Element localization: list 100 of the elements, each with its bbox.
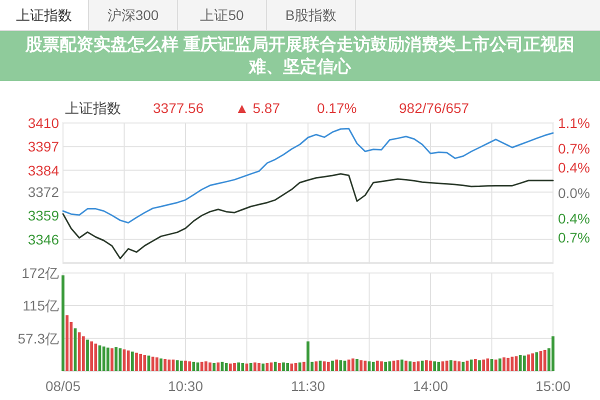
bar: [470, 360, 473, 371]
y2-tick-label: 0.7%: [558, 230, 590, 246]
bar: [351, 358, 354, 371]
text: 0.17%: [317, 100, 357, 116]
bar: [102, 346, 106, 371]
y-tick-label: 3410: [28, 115, 60, 131]
bar: [143, 355, 146, 371]
bar: [62, 275, 64, 371]
bar: [168, 360, 171, 371]
bar: [66, 315, 69, 371]
bar: [502, 357, 506, 371]
bar: [94, 344, 98, 371]
bar: [482, 360, 486, 371]
text: 上证指数: [65, 100, 121, 116]
y-tick-label: 3346: [28, 231, 60, 248]
bar: [180, 360, 183, 371]
bar: [522, 356, 526, 371]
bar: [233, 363, 236, 371]
bar: [216, 362, 220, 371]
bar: [212, 363, 216, 371]
y-tick-label: 3359: [28, 208, 60, 224]
bar: [290, 364, 294, 371]
bar: [498, 358, 502, 371]
y2-tick-label: 1.1%: [558, 115, 590, 131]
bar: [204, 361, 208, 371]
bar: [404, 360, 408, 371]
bar: [278, 363, 281, 371]
y-tick-label: 3384: [28, 162, 60, 178]
x-tick-label: 11:30: [291, 378, 326, 394]
bar: [466, 360, 469, 371]
bar: [486, 358, 490, 371]
bar: [396, 360, 400, 371]
bar: [454, 360, 456, 371]
bar: [262, 364, 265, 371]
bar: [437, 362, 440, 371]
bar: [90, 341, 94, 371]
bar: [360, 360, 363, 371]
bar: [364, 360, 367, 371]
bar: [155, 357, 158, 371]
y-tick-label: 3397: [28, 138, 60, 155]
x-tick-label: 14:00: [412, 378, 448, 394]
bar: [224, 363, 228, 371]
bar: [408, 361, 412, 371]
text: 3377.56: [153, 100, 204, 116]
bar: [347, 360, 350, 371]
y-tick-label: 57.3亿: [18, 330, 59, 346]
text: 上证50: [178, 0, 267, 30]
bar: [318, 360, 322, 371]
bar: [331, 360, 334, 371]
bar: [531, 353, 534, 371]
text: 股票配资实盘怎么样 重庆证监局开展联合走访鼓励消费类上市公司正视困难、坚定信心: [0, 31, 600, 81]
bar: [392, 360, 396, 371]
bar: [192, 362, 196, 371]
bar: [106, 348, 110, 371]
text: B股指数: [267, 0, 356, 30]
bar: [518, 355, 522, 371]
line-series: [62, 173, 554, 260]
y2-tick-label: 0.7%: [558, 140, 590, 156]
bar: [266, 363, 269, 371]
bar: [164, 359, 167, 371]
bar: [384, 362, 388, 371]
text: ▲ 5.87: [235, 100, 280, 116]
bar: [356, 359, 358, 371]
bar: [258, 363, 260, 371]
bar: [543, 350, 546, 371]
bar: [372, 362, 375, 371]
bar: [306, 341, 310, 371]
bar: [286, 363, 290, 371]
bar: [314, 361, 318, 371]
bar: [160, 358, 162, 371]
bar: [126, 350, 130, 371]
bar: [326, 362, 330, 371]
bar: [388, 361, 392, 371]
bar: [188, 361, 192, 371]
bar: [302, 362, 306, 371]
bar: [249, 363, 252, 371]
text: 沪深300: [89, 0, 178, 30]
bar: [527, 354, 530, 371]
bar: [376, 360, 379, 371]
bar: [274, 362, 277, 371]
bar: [474, 359, 477, 371]
bar: [445, 360, 448, 371]
x-tick-label: 08/05: [45, 378, 81, 394]
bar: [420, 360, 424, 371]
bar: [82, 336, 85, 371]
bar: [282, 362, 285, 371]
line-series: [62, 128, 554, 224]
bar: [552, 336, 554, 371]
bar: [298, 362, 302, 371]
bar: [412, 362, 416, 371]
y-tick-label: 3372: [28, 184, 60, 200]
y2-tick-label: 0.4%: [558, 210, 590, 226]
x-tick-label: 15:00: [535, 378, 571, 394]
bar: [78, 332, 81, 371]
bar: [506, 358, 510, 371]
text: 982/76/657: [399, 100, 470, 116]
bar: [253, 362, 256, 371]
bar: [176, 360, 179, 371]
bar: [458, 361, 461, 371]
bar: [433, 361, 436, 371]
